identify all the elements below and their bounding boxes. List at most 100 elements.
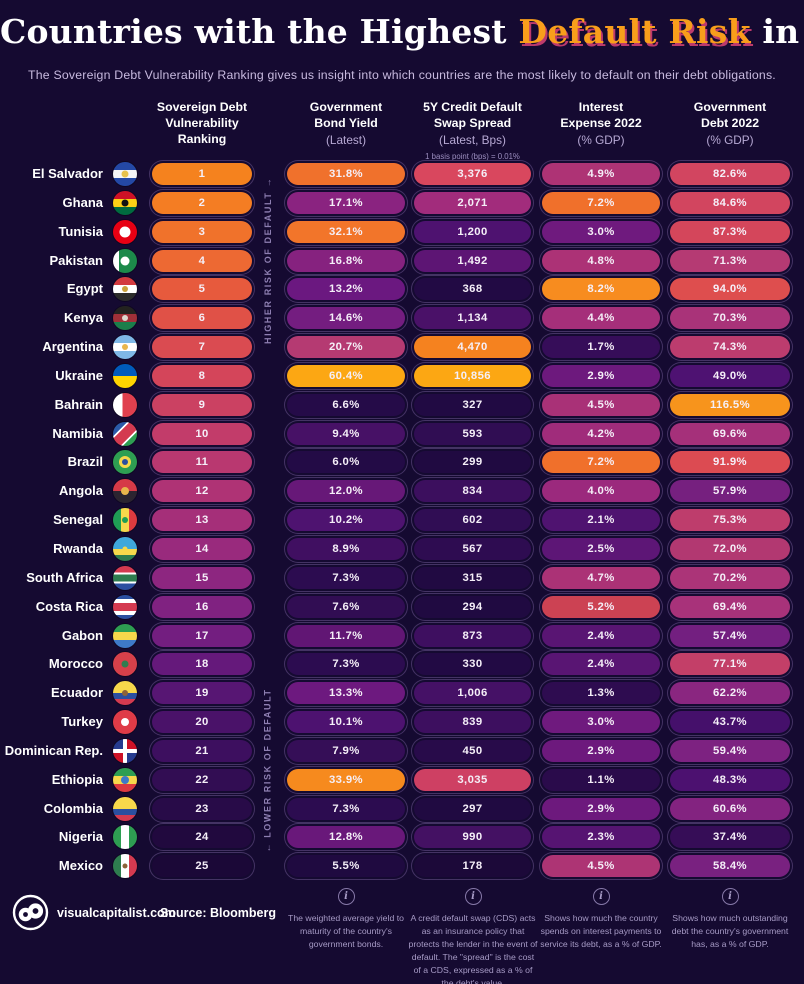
government-debt-pill: 69.6% bbox=[670, 422, 790, 445]
government-debt-pill: 70.3% bbox=[670, 307, 790, 330]
government-debt-pill: 74.3% bbox=[670, 336, 790, 359]
table-row: Ecuador 19 13.3% 1,006 1.3% 62.2% bbox=[0, 681, 804, 706]
bond-yield-pill: 17.1% bbox=[287, 191, 405, 214]
table-row: Dominican Rep. 21 7.9% 450 2.9% 59.4% bbox=[0, 738, 804, 763]
flag-emblem bbox=[121, 660, 129, 668]
bond-yield-pill: 31.8% bbox=[287, 163, 405, 185]
government-debt-pill: 75.3% bbox=[670, 509, 790, 532]
country-flag-icon bbox=[113, 508, 137, 533]
flag-emblem bbox=[119, 226, 131, 238]
flag-emblem bbox=[122, 863, 128, 869]
rank-pill: 10 bbox=[152, 422, 252, 445]
rank-pill: 24 bbox=[152, 826, 252, 849]
source-credit: Source: Bloomberg bbox=[160, 906, 276, 920]
bond-yield-pill: 13.2% bbox=[287, 278, 405, 301]
bond-yield-pill: 7.3% bbox=[287, 653, 405, 676]
flag-emblem bbox=[122, 517, 128, 524]
rank-pill: 8 bbox=[152, 364, 252, 387]
bond-yield-pill: 12.8% bbox=[287, 826, 405, 849]
page-title: Countries with the Highest Default Risk … bbox=[0, 12, 804, 51]
column-title: 5Y Credit Default Swap Spread bbox=[423, 100, 522, 130]
government-debt-pill: 116.5% bbox=[670, 393, 790, 416]
country-flag-icon bbox=[113, 796, 137, 821]
interest-expense-pill: 1.7% bbox=[542, 336, 660, 359]
country-label: Kenya bbox=[63, 310, 103, 326]
interest-expense-pill: 4.5% bbox=[542, 855, 660, 878]
footnote-government-debt: i Shows how much outstanding debt the co… bbox=[667, 888, 793, 951]
country-label: Dominican Rep. bbox=[4, 742, 103, 758]
country-flag-icon bbox=[113, 450, 137, 475]
bond-yield-pill: 6.6% bbox=[287, 393, 405, 416]
column-title: Government Debt 2022 bbox=[693, 100, 767, 130]
interest-expense-pill: 4.0% bbox=[542, 480, 660, 503]
country-flag-icon bbox=[113, 681, 137, 706]
rank-pill: 17 bbox=[152, 624, 252, 647]
table-row: Kenya 6 14.6% 1,134 4.4% 70.3% bbox=[0, 306, 804, 331]
interest-expense-pill: 2.1% bbox=[542, 509, 660, 532]
cds-spread-pill: 839 bbox=[414, 711, 531, 734]
country-label: Morocco bbox=[48, 656, 103, 672]
country-flag-icon bbox=[113, 652, 137, 677]
bond-yield-pill: 8.9% bbox=[287, 537, 405, 560]
footnote-text: Shows how much outstanding debt the coun… bbox=[671, 913, 789, 950]
interest-expense-pill: 2.9% bbox=[542, 797, 660, 820]
interest-expense-pill: 2.9% bbox=[542, 364, 660, 387]
cds-spread-pill: 602 bbox=[414, 509, 531, 532]
column-subtitle: (Latest, Bps) bbox=[439, 132, 506, 147]
bond-yield-pill: 7.3% bbox=[287, 566, 405, 589]
rank-pill: 18 bbox=[152, 653, 252, 676]
flag-emblem bbox=[122, 546, 128, 552]
bond-yield-pill: 16.8% bbox=[287, 249, 405, 272]
column-subtitle: (% GDP) bbox=[577, 132, 625, 147]
country-label: Ukraine bbox=[55, 367, 103, 383]
country-label: Pakistan bbox=[49, 252, 103, 268]
country-label: Gabon bbox=[61, 627, 103, 643]
column-note: 1 basis point (bps) = 0.01% bbox=[425, 152, 520, 162]
government-debt-pill: 57.4% bbox=[670, 624, 790, 647]
country-flag-icon bbox=[113, 479, 137, 504]
interest-expense-pill: 4.5% bbox=[542, 393, 660, 416]
interest-expense-pill: 3.0% bbox=[542, 220, 660, 243]
rank-pill: 15 bbox=[152, 566, 252, 589]
government-debt-pill: 43.7% bbox=[670, 711, 790, 734]
country-flag-icon bbox=[113, 190, 137, 215]
government-debt-pill: 70.2% bbox=[670, 566, 790, 589]
cds-spread-pill: 450 bbox=[414, 739, 531, 762]
cds-spread-pill: 1,200 bbox=[414, 220, 531, 243]
government-debt-pill: 60.6% bbox=[670, 797, 790, 820]
country-flag-icon bbox=[113, 767, 137, 792]
bond-yield-pill: 12.0% bbox=[287, 480, 405, 503]
government-debt-pill: 77.1% bbox=[670, 653, 790, 676]
country-flag-icon bbox=[113, 363, 137, 388]
bond-yield-pill: 20.7% bbox=[287, 336, 405, 359]
cds-spread-pill: 567 bbox=[414, 537, 531, 560]
cds-spread-pill: 327 bbox=[414, 393, 531, 416]
footnote-cds: i A credit default swap (CDS) acts as an… bbox=[408, 888, 538, 984]
table-row: El Salvador 1 31.8% 3,376 4.9% 82.6% bbox=[0, 162, 804, 186]
country-label: Angola bbox=[58, 483, 103, 499]
flag-emblem bbox=[121, 718, 129, 727]
bond-yield-pill: 10.2% bbox=[287, 509, 405, 532]
country-label: South Africa bbox=[26, 569, 103, 585]
country-label: Tunisia bbox=[58, 223, 103, 239]
interest-expense-pill: 5.2% bbox=[542, 595, 660, 618]
table-row: Brazil 11 6.0% 299 7.2% 91.9% bbox=[0, 450, 804, 475]
country-label: Turkey bbox=[61, 714, 103, 730]
interest-expense-pill: 1.3% bbox=[542, 682, 660, 705]
interest-expense-pill: 2.9% bbox=[542, 739, 660, 762]
table-row: Colombia 23 7.3% 297 2.9% 60.6% bbox=[0, 796, 804, 821]
bond-yield-pill: 9.4% bbox=[287, 422, 405, 445]
country-label: Mexico bbox=[58, 858, 103, 874]
bond-yield-pill: 11.7% bbox=[287, 624, 405, 647]
table-row: Tunisia 3 32.1% 1,200 3.0% 87.3% bbox=[0, 219, 804, 244]
country-label: Ecuador bbox=[50, 685, 103, 701]
flag-emblem bbox=[122, 690, 128, 697]
footnote-text: Shows how much the country spends on int… bbox=[540, 913, 662, 950]
flag-emblem bbox=[121, 775, 129, 784]
country-flag-icon bbox=[113, 162, 137, 186]
rank-pill: 21 bbox=[152, 739, 252, 762]
table-row: Argentina 7 20.7% 4,470 1.7% 74.3% bbox=[0, 335, 804, 360]
interest-expense-pill: 2.4% bbox=[542, 653, 660, 676]
cds-spread-pill: 4,470 bbox=[414, 336, 531, 359]
